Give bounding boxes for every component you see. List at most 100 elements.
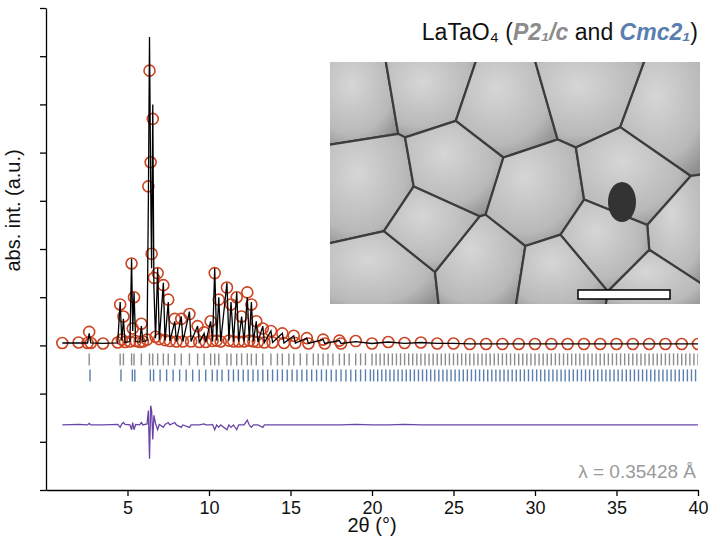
reflection-tick (318, 353, 319, 365)
x-tick-mark (535, 490, 536, 496)
y-tick (40, 56, 46, 57)
reflection-tick (277, 369, 278, 381)
reflection-tick (547, 353, 548, 365)
x-tick: 10 (199, 490, 219, 518)
reflection-tick (216, 369, 217, 381)
reflection-tick (597, 369, 598, 381)
reflection-tick (119, 353, 120, 365)
sem-grain (561, 200, 650, 292)
reflection-tick (697, 353, 698, 365)
reflection-tick (567, 353, 568, 365)
reflection-tick (642, 369, 643, 381)
y-axis-line (46, 9, 47, 491)
reflection-tick (526, 353, 527, 365)
reflection-tick (575, 353, 576, 365)
reflection-tick (665, 353, 666, 365)
reflection-tick (573, 369, 574, 381)
reflection-tick (174, 353, 175, 365)
plot-area (57, 37, 698, 459)
y-axis (40, 9, 47, 491)
reflection-tick (243, 369, 244, 381)
x-tick-mark (372, 490, 373, 496)
reflection-tick (679, 369, 680, 381)
reflection-tick (163, 353, 164, 365)
x-tick-mark (698, 490, 699, 496)
reflection-tick (628, 353, 629, 365)
reflection-tick (661, 353, 662, 365)
reflection-tick (406, 369, 407, 381)
reflection-tick (585, 369, 586, 381)
background (0, 0, 720, 540)
reflection-tick (379, 353, 380, 365)
reflection-tick (538, 353, 539, 365)
reflection-tick (218, 353, 219, 365)
reflection-tick (471, 369, 472, 381)
reflection-tick (197, 353, 198, 365)
title-phase: Cmc2₁ (620, 19, 691, 45)
reflection-tick (494, 353, 495, 365)
calculated-line (62, 37, 698, 344)
reflection-tick (551, 353, 552, 365)
y-tick-mark (40, 201, 46, 202)
reflection-tick (487, 369, 488, 381)
reflection-tick (267, 369, 268, 381)
reflection-tick (465, 353, 466, 365)
y-tick (40, 104, 46, 105)
reflection-tick (179, 369, 180, 381)
reflection-tick (181, 353, 182, 365)
reflection-tick (426, 369, 427, 381)
reflection-tick (648, 353, 649, 365)
reflection-tick (141, 353, 142, 365)
reflection-tick (282, 353, 283, 365)
reflection-tick (377, 369, 378, 381)
reflection-tick (685, 353, 686, 365)
reflection-tick (365, 353, 366, 365)
reflection-tick (438, 369, 439, 381)
reflection-tick (514, 353, 515, 365)
y-tick-mark (40, 490, 46, 491)
reflection-tick (617, 369, 618, 381)
reflection-tick (483, 369, 484, 381)
reflection-tick (646, 369, 647, 381)
reflection-tick (626, 369, 627, 381)
reflection-tick (453, 353, 454, 365)
reflection-tick (632, 353, 633, 365)
x-tick-mark (290, 490, 291, 496)
reflection-tick (634, 369, 635, 381)
reflection-tick (247, 369, 248, 381)
reflection-tick (689, 353, 690, 365)
reflection-tick (477, 353, 478, 365)
reflection-tick (89, 369, 90, 381)
reflection-tick (345, 369, 346, 381)
reflection-tick (168, 353, 169, 365)
reflection-tick (644, 353, 645, 365)
reflection-tick (270, 353, 271, 365)
y-tick (40, 297, 46, 298)
chart-svg: 5101520253035402θ (°)abs. int. (a.u.)LaT… (0, 0, 720, 540)
reflection-tick (272, 369, 273, 381)
reflection-tick (166, 369, 167, 381)
reflection-tick (569, 369, 570, 381)
reflection-tick (534, 353, 535, 365)
reflection-tick (658, 369, 659, 381)
reflection-tick (192, 369, 193, 381)
reflection-tick (445, 353, 446, 365)
reflection-tick (542, 353, 543, 365)
reflection-tick (608, 353, 609, 365)
reflection-tick (503, 369, 504, 381)
reflection-tick (412, 353, 413, 365)
reflection-tick (577, 369, 578, 381)
reflection-tick (340, 369, 341, 381)
reflection-tick (666, 369, 667, 381)
scale-bar (578, 290, 670, 299)
reflection-tick (159, 369, 160, 381)
reflection-tick (491, 369, 492, 381)
reflection-tick (410, 369, 411, 381)
reflection-tick (132, 369, 133, 381)
reflection-tick (563, 353, 564, 365)
sem-pore (608, 182, 636, 222)
reflection-tick (498, 353, 499, 365)
x-tick-label: 25 (444, 498, 464, 518)
reflection-tick (392, 353, 393, 365)
reflection-tick (609, 369, 610, 381)
